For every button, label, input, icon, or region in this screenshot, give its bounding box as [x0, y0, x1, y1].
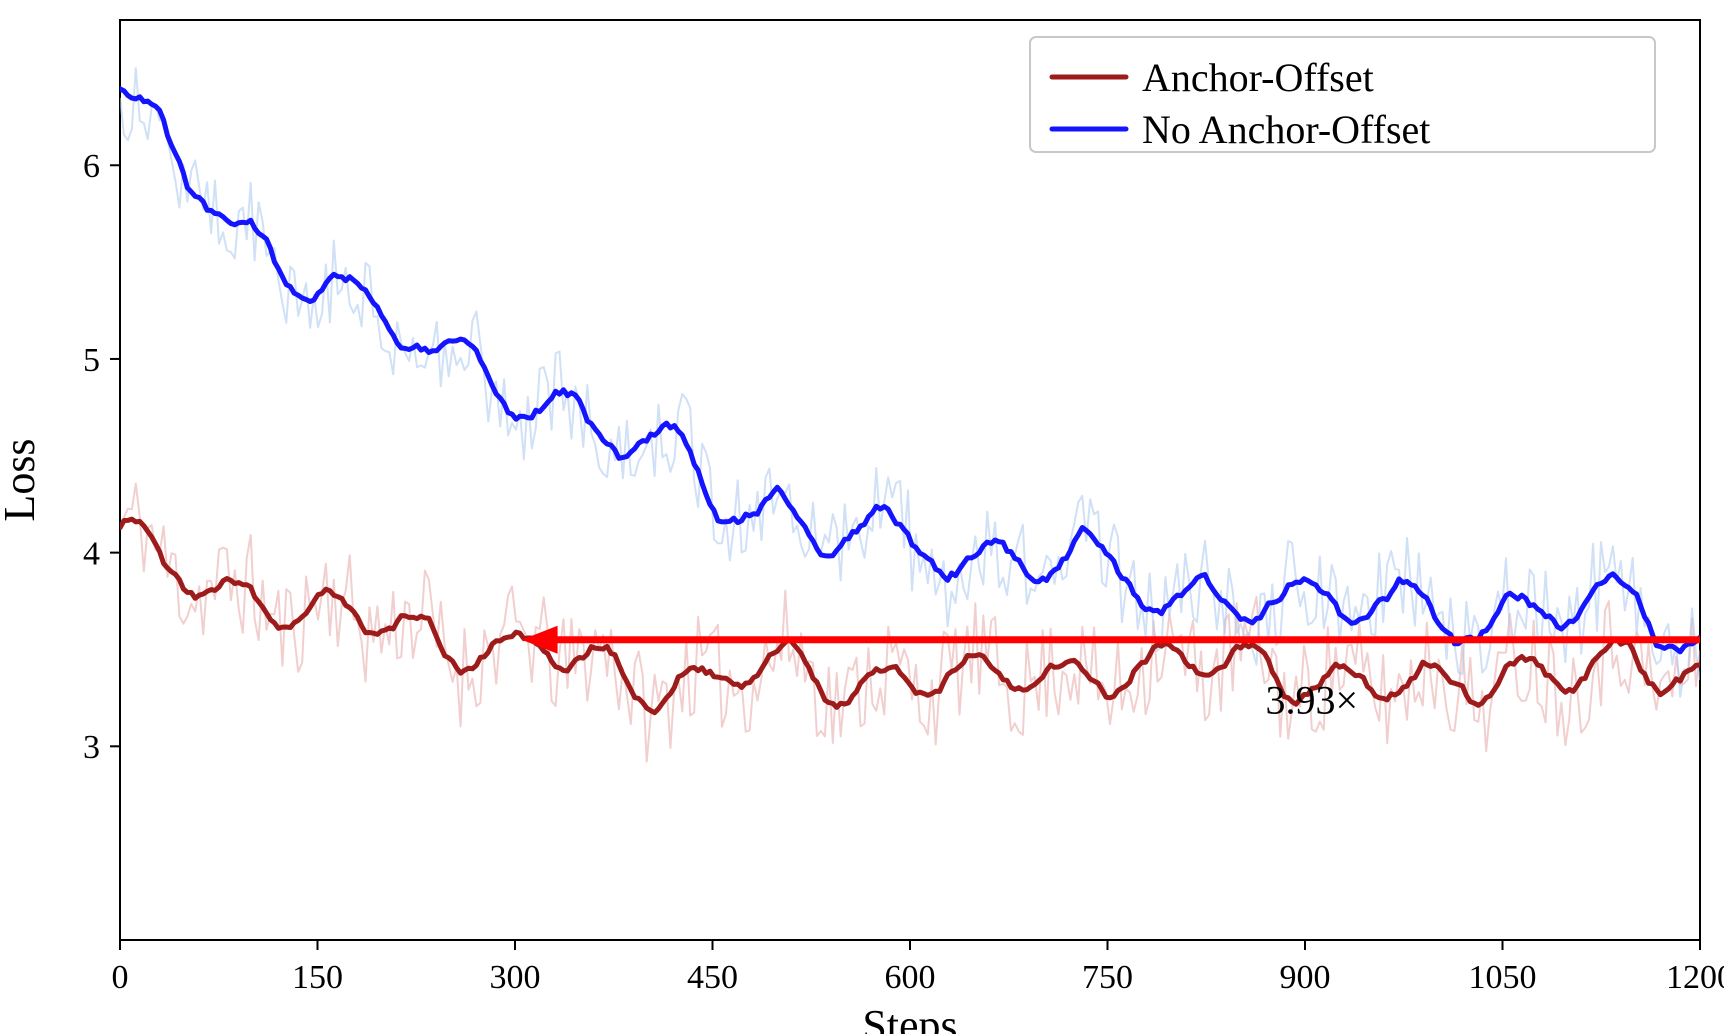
speedup-label: 3.93×: [1266, 677, 1359, 722]
legend-label: No Anchor-Offset: [1142, 107, 1430, 152]
ytick-label: 3: [83, 729, 100, 766]
loss-chart: 0 150 300 450 600 750 900 1050 1200 3 4 5 6 Steps Loss…: [0, 0, 1724, 1034]
x-axis-label: Steps: [862, 1001, 957, 1034]
xtick-label: 150: [292, 959, 343, 996]
xtick-label: 450: [687, 959, 738, 996]
chart-svg: 0 150 300 450 600 750 900 1050 1200 3 4 5 6 Steps Loss…: [0, 0, 1724, 1034]
y-axis-label: Loss: [0, 438, 44, 521]
xtick-label: 1200: [1666, 959, 1724, 996]
xtick-label: 300: [490, 959, 541, 996]
ytick-label: 6: [83, 148, 100, 185]
xtick-label: 1050: [1469, 959, 1537, 996]
legend-label: Anchor-Offset: [1142, 55, 1374, 100]
legend: Anchor-Offset No Anchor-Offset: [1030, 37, 1655, 152]
xtick-label: 750: [1082, 959, 1133, 996]
ytick-label: 4: [83, 536, 100, 573]
xtick-label: 0: [112, 959, 129, 996]
xtick-label: 900: [1280, 959, 1331, 996]
xtick-label: 600: [885, 959, 936, 996]
ytick-label: 5: [83, 342, 100, 379]
